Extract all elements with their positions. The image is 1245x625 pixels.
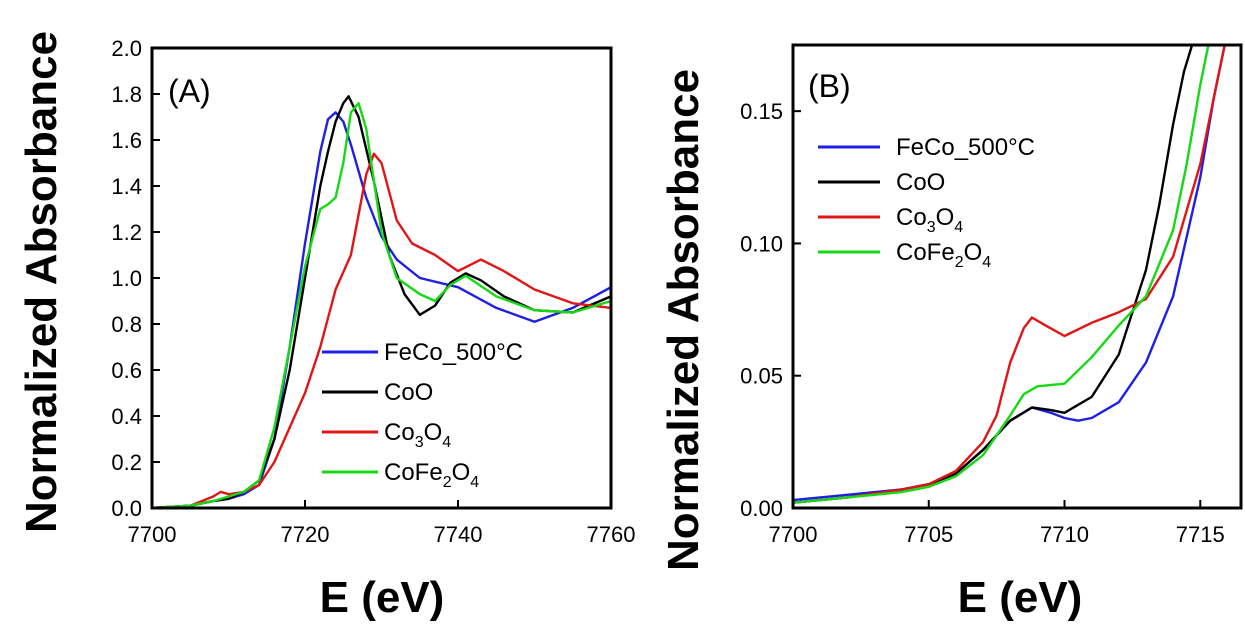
panel-a-y-tick-label: 1.4: [111, 174, 142, 199]
panel-a-series-line-3: [152, 152, 611, 508]
panel-a-y-tick-label: 1.8: [111, 82, 142, 107]
panel-a-y-tick-label: 1.6: [111, 128, 142, 153]
panel-a-y-tick-label: 0.0: [111, 496, 142, 521]
panel-a-y-tick-label: 0.4: [111, 404, 142, 429]
panel-b-chart: Normalized Absorbance E (eV) (B) FeCo_50…: [659, 43, 1243, 622]
panel-b-series-line-1: [793, 45, 1226, 502]
panel-b-legend-label-2: CoO: [896, 169, 945, 196]
panel-a-y-tick-label: 1.0: [111, 266, 142, 291]
panel-a-chart: Normalized Absorbance E (eV) (A) FeCo_50…: [17, 31, 635, 622]
panel-a-legend-label-1: FeCo_500°C: [384, 339, 523, 366]
panel-a-legend-label-3: Co3O4: [384, 419, 451, 451]
panel-b-y-axis-title: Normalized Absorbance: [659, 69, 708, 571]
panel-a-legend: FeCo_500°C CoO Co3O4 CoFe2O4: [322, 339, 523, 491]
panel-b-legend-label-1: FeCo_500°C: [896, 134, 1035, 161]
panel-a-x-tick-label: 7700: [128, 522, 177, 547]
panel-b-x-tick-label: 7710: [1040, 522, 1089, 547]
panel-a-y-tick-label: 0.2: [111, 450, 142, 475]
panel-b-series-line-3: [793, 45, 1226, 504]
panel-b-y-tick-label: 0.10: [740, 231, 783, 256]
panel-b-y-tick-label: 0.05: [740, 364, 783, 389]
panel-a-series-line-2: [152, 95, 611, 508]
panel-b-series-line-2: [793, 45, 1194, 504]
panel-b-series-line-4: [793, 45, 1210, 504]
panel-b-x-tick-label: 7715: [1176, 522, 1225, 547]
panel-a-series-line-4: [152, 101, 611, 508]
panel-b-x-axis-title: E (eV): [958, 573, 1083, 622]
panel-b-y-tick-label: 0.00: [740, 496, 783, 521]
panel-a-x-axis-title: E (eV): [320, 573, 445, 622]
panel-b-legend-label-3: Co3O4: [896, 204, 963, 236]
panel-a-y-tick-label: 0.6: [111, 358, 142, 383]
panel-a-series-line-1: [152, 111, 611, 508]
panel-a-y-axis-title: Normalized Absorbance: [17, 31, 66, 533]
panel-a-x-tick-label: 7720: [281, 522, 330, 547]
panel-a-y-tick-label: 0.8: [111, 312, 142, 337]
panel-a-label: (A): [168, 73, 211, 109]
panel-a-x-tick-label: 7740: [434, 522, 483, 547]
panel-a-y-tick-label: 2.0: [111, 36, 142, 61]
panel-b-plot-frame: [791, 43, 1243, 510]
panel-b-y-tick-label: 0.15: [740, 99, 783, 124]
panel-b-label: (B): [808, 68, 851, 104]
panel-b-legend-label-4: CoFe2O4: [896, 239, 991, 271]
panel-a-legend-label-2: CoO: [384, 379, 433, 406]
panel-a-y-tick-label: 1.2: [111, 220, 142, 245]
panel-b-x-tick-label: 7705: [904, 522, 953, 547]
panel-b-x-tick-label: 7700: [769, 522, 818, 547]
panel-a-plot-frame: [150, 46, 613, 510]
panel-a-x-tick-label: 7760: [587, 522, 636, 547]
panel-a-legend-label-4: CoFe2O4: [384, 459, 479, 491]
